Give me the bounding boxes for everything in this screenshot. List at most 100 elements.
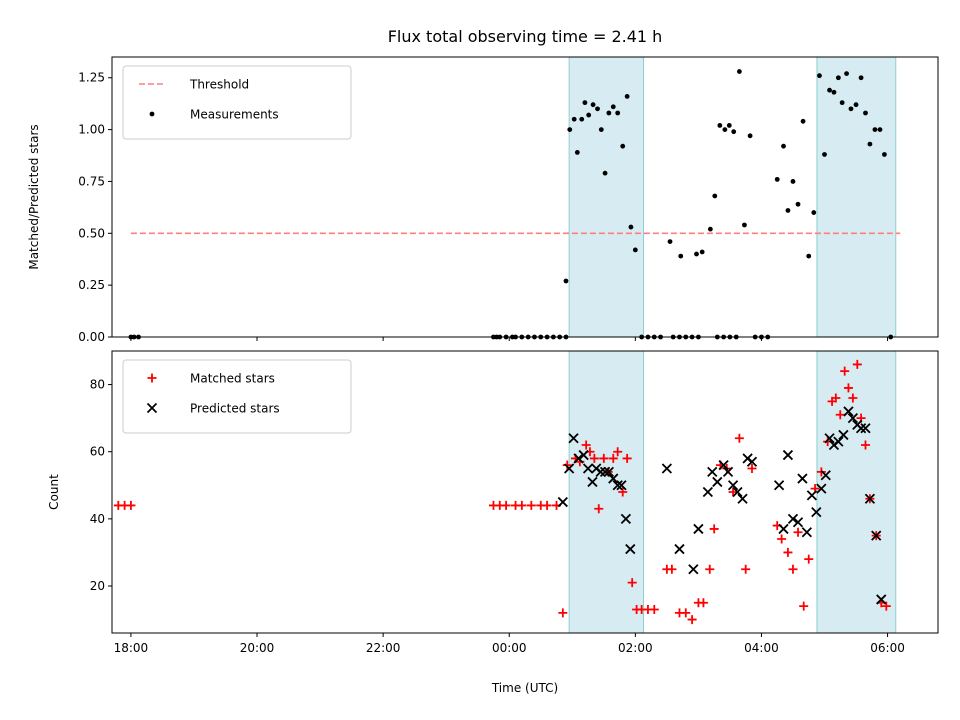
data-point (582, 463, 594, 474)
data-point (712, 476, 723, 488)
data-point (567, 127, 573, 132)
data-point (847, 413, 859, 424)
x-tick-label: 04:00 (744, 641, 779, 655)
data-point (835, 75, 841, 81)
data-point (595, 466, 606, 477)
data-point (622, 453, 632, 463)
data-point (788, 564, 798, 574)
data-point (709, 524, 719, 534)
data-point (806, 253, 812, 259)
data-point (717, 123, 723, 128)
data-point (699, 249, 705, 255)
data-point (732, 486, 743, 498)
data-point (792, 517, 804, 528)
data-point (667, 239, 673, 244)
data-point (785, 208, 791, 213)
data-point (824, 433, 835, 444)
data-point (827, 87, 832, 93)
data-point (863, 110, 868, 116)
data-point (610, 104, 616, 110)
legend-label: Predicted stars (190, 402, 280, 416)
data-point (855, 423, 867, 434)
data-point (737, 493, 748, 504)
data-point (790, 179, 796, 184)
x-tick-label: 02:00 (618, 641, 653, 655)
x-tick-label: 06:00 (870, 641, 905, 655)
data-point (558, 608, 568, 618)
data-point (747, 464, 757, 473)
data-point (781, 143, 786, 149)
data-point (557, 496, 568, 508)
data-point (542, 500, 552, 510)
data-point (581, 440, 591, 450)
data-point (678, 253, 684, 259)
data-point (747, 133, 753, 139)
data-point (674, 543, 685, 555)
data-point (839, 100, 845, 106)
legend-label: Measurements (190, 108, 279, 122)
data-point (858, 75, 864, 81)
legend-marker (147, 373, 157, 383)
data-point (811, 210, 817, 215)
data-point (586, 112, 592, 118)
data-point (795, 201, 801, 207)
shaded-region (568, 56, 645, 338)
data-point (882, 152, 887, 157)
data-point (877, 127, 883, 132)
chart-title: Flux total observing time = 2.41 h (388, 27, 663, 46)
shaded-region (568, 350, 645, 634)
data-point (731, 129, 737, 135)
data-point (573, 453, 584, 464)
y-tick-label: 20 (90, 579, 105, 593)
data-point (594, 504, 604, 514)
data-point (843, 383, 853, 393)
x-tick-label: 18:00 (114, 641, 149, 655)
axes-frame (111, 350, 939, 634)
data-point (782, 449, 794, 461)
data-point (613, 447, 623, 457)
data-point (615, 110, 621, 116)
data-point (574, 150, 580, 155)
data-point (872, 127, 878, 132)
data-point (876, 594, 887, 605)
data-point (681, 608, 691, 618)
data-point (688, 564, 699, 575)
data-point (687, 615, 697, 625)
data-point (852, 359, 862, 369)
data-point (602, 170, 608, 176)
data-point (595, 106, 600, 112)
data-point (728, 487, 738, 497)
data-point (860, 423, 871, 434)
y-tick-label: 40 (90, 512, 105, 526)
data-point (722, 127, 728, 132)
data-point (860, 440, 870, 450)
panel-1: 20 40 60 80 18:00 20:00 22:00 00:00 02:00 04:00 06… (90, 350, 939, 655)
data-point (817, 73, 822, 79)
data-point (126, 500, 136, 510)
data-point (590, 102, 596, 108)
data-point (867, 141, 873, 147)
data-point (838, 429, 849, 441)
data-point (881, 601, 891, 611)
data-point (816, 483, 827, 494)
y-tick-label: 0.50 (78, 226, 105, 240)
legend-marker (146, 402, 158, 414)
data-point (620, 143, 626, 149)
legend-box (122, 65, 352, 140)
data-point (587, 476, 598, 488)
data-point (694, 251, 699, 257)
data-point (831, 393, 841, 403)
data-point (705, 564, 715, 574)
data-point (843, 406, 854, 417)
data-point (616, 480, 627, 491)
data-point (517, 500, 527, 510)
data-point (628, 224, 634, 230)
data-point (822, 152, 827, 157)
bottom-y-axis-label: Count (47, 474, 61, 510)
data-point (712, 193, 718, 199)
data-point (667, 564, 677, 574)
data-point (746, 456, 758, 467)
data-point (799, 601, 809, 611)
data-point (698, 598, 708, 608)
